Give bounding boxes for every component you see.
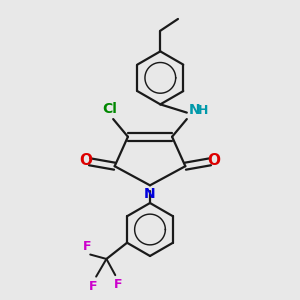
Text: H: H: [198, 104, 208, 117]
Text: O: O: [207, 153, 220, 168]
Text: F: F: [113, 278, 122, 291]
Text: F: F: [89, 280, 98, 292]
Text: F: F: [82, 240, 91, 253]
Text: N: N: [144, 187, 156, 201]
Text: Cl: Cl: [102, 102, 117, 116]
Text: N: N: [188, 103, 200, 117]
Text: O: O: [80, 153, 93, 168]
